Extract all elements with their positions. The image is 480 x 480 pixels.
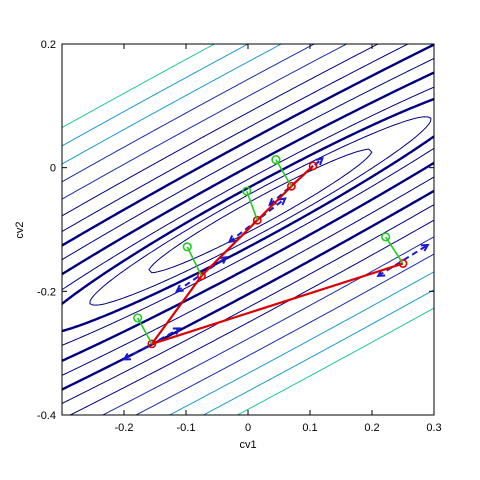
axis-ticks: -0.2 -0.1 0 0.1 0.2 0.3 -0.4 -0.2 0 0.2 <box>37 39 442 434</box>
optimization-path <box>147 161 408 349</box>
x-tick-label: -0.2 <box>115 422 134 434</box>
contour-lines <box>62 44 434 415</box>
y-axis-label: cv2 <box>14 221 26 238</box>
path-line <box>150 165 404 345</box>
probe-point <box>182 242 192 252</box>
x-tick-label: 0.1 <box>302 422 317 434</box>
contour-line <box>62 86 434 346</box>
path-node <box>398 259 408 268</box>
probe-connector <box>275 159 293 187</box>
contour-line <box>62 57 434 376</box>
probe-connector <box>246 190 259 221</box>
contour-line <box>62 71 434 363</box>
probe-point <box>133 313 143 323</box>
y-tick-label: 0 <box>50 163 56 175</box>
contour-line <box>89 116 432 306</box>
x-tick-label: 0 <box>245 422 251 434</box>
contour-line <box>62 44 434 415</box>
y-tick-label: -0.2 <box>37 286 56 298</box>
x-tick-label: -0.1 <box>177 422 196 434</box>
y-tick-label: -0.4 <box>37 410 56 422</box>
path-node <box>286 181 296 191</box>
x-tick-label: 0.2 <box>364 422 379 434</box>
x-axis-label: cv1 <box>239 439 256 451</box>
y-tick-label: 0.2 <box>41 39 56 51</box>
probe-point <box>242 186 252 196</box>
probe-point <box>381 232 391 242</box>
contour-line <box>148 148 373 274</box>
x-tick-label: 0.3 <box>426 422 441 434</box>
path-node <box>308 161 318 171</box>
path-node <box>147 339 157 349</box>
probe-connector <box>384 236 404 264</box>
contour-line <box>62 97 434 333</box>
probe-point <box>271 155 281 165</box>
probe-connector <box>136 317 153 345</box>
probe-connector <box>186 246 203 277</box>
probe-points <box>133 155 404 345</box>
path-node <box>197 271 206 281</box>
path-node <box>252 215 262 225</box>
contour-line <box>62 44 434 391</box>
